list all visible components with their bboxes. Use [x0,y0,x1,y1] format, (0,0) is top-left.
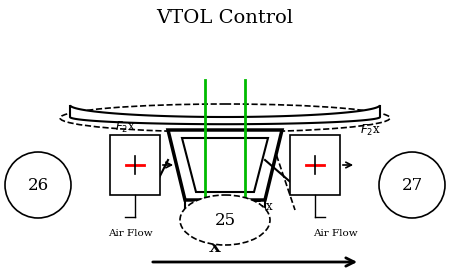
Bar [290,135,340,195]
Text: Air Flow: Air Flow [108,229,152,237]
Circle shape [379,152,445,218]
Circle shape [5,152,71,218]
Polygon shape [70,105,380,124]
Text: X: X [209,241,221,255]
Text: Air Flow: Air Flow [313,229,357,237]
Text: 27: 27 [401,177,423,193]
Text: 26: 26 [27,177,49,193]
Bar [110,135,160,195]
Polygon shape [168,130,282,200]
Text: $F_2$x: $F_2$x [360,122,380,138]
Text: $F_2$x: $F_2$x [115,120,135,135]
Text: $F_1$x: $F_1$x [253,199,274,215]
Text: VTOL Control: VTOL Control [157,9,293,27]
Polygon shape [182,138,268,192]
Ellipse shape [180,195,270,245]
Text: 25: 25 [215,212,235,229]
